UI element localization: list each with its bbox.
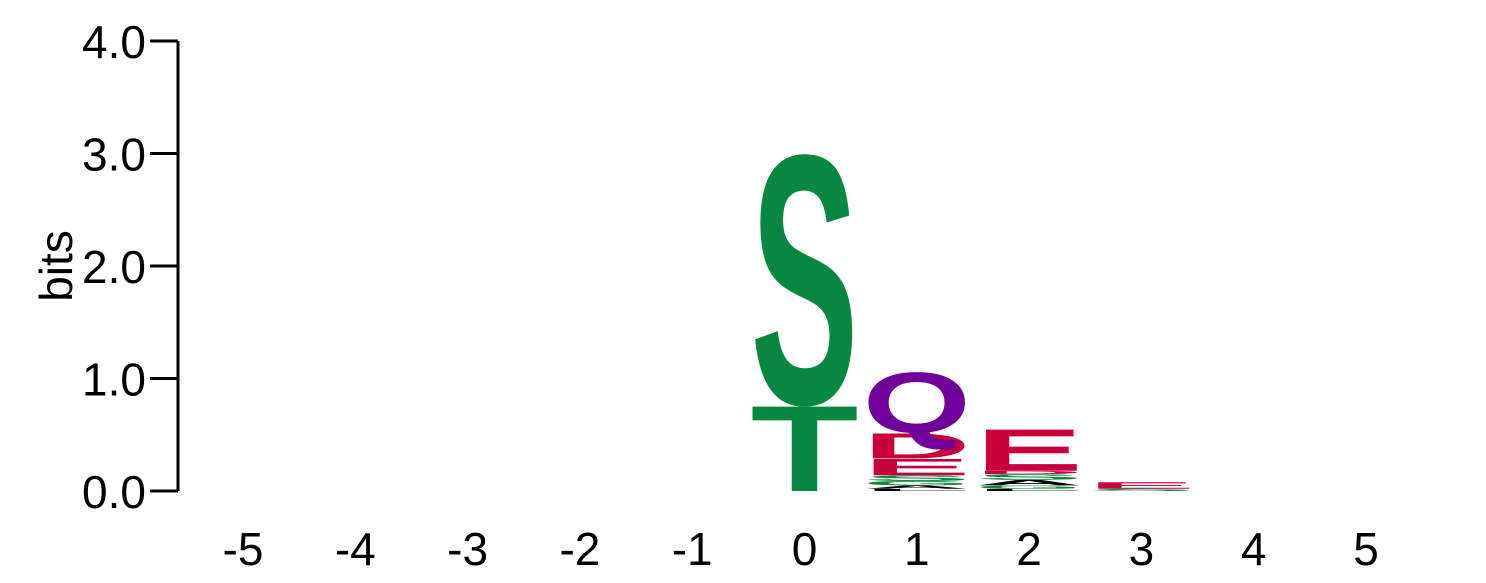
x-ticks: -5 -4 -3 -2 -1 0 1 2 3 4 5 (223, 523, 1379, 575)
x-tick-label: -2 (559, 523, 600, 575)
logo-letter-E-pos-1: E (863, 454, 971, 480)
logo-letter-L-pos-1: L (863, 488, 971, 491)
logo-letter-D-pos-2: D (975, 470, 1083, 475)
y-tick-label: 0.0 (82, 466, 146, 518)
x-tick-label: 0 (792, 523, 818, 575)
logo-letter-S-pos-3: S (1087, 488, 1195, 492)
y-axis: 0.0 1.0 2.0 3.0 4.0 (82, 16, 180, 518)
x-tick-label: 5 (1353, 523, 1379, 575)
y-axis-title: bits (30, 230, 82, 302)
y-tick-label: 3.0 (82, 129, 146, 181)
x-tick-label: 2 (1016, 523, 1042, 575)
x-tick-label: -3 (447, 523, 488, 575)
logo-letter-glyph: S (863, 474, 971, 483)
logo-letter-glyph: E (975, 417, 1083, 484)
logo-letter-glyph: L (863, 488, 971, 491)
logo-letter-glyph: D (863, 426, 971, 466)
x-tick-label: 1 (904, 523, 930, 575)
logo-letter-A-pos-2: A (975, 478, 1083, 487)
logo-letter-glyph: S (1087, 488, 1195, 492)
logo-letter-T-pos-0: T (751, 381, 859, 518)
logo-letter-glyph: E (863, 454, 971, 480)
logo-letter-A-pos-1: A (863, 485, 971, 490)
logo-letter-E-pos-2: E (975, 417, 1083, 484)
x-tick-label: -5 (223, 523, 264, 575)
y-tick-label: 2.0 (82, 241, 146, 293)
y-tick-label: 4.0 (82, 16, 146, 68)
logo-letter-S-pos-0: S (750, 80, 858, 479)
logo-letter-E-pos-3: E (1087, 480, 1195, 491)
x-tick-label: -4 (335, 523, 376, 575)
logo-letter-glyph: D (975, 470, 1083, 475)
logo-letter-glyph: A (863, 485, 971, 490)
y-ticks: 0.0 1.0 2.0 3.0 4.0 (82, 16, 178, 518)
logo-letter-S-pos-2: S (975, 473, 1083, 482)
logo-letter-S-pos-1: S (863, 474, 971, 483)
logo-letter-glyph: G (863, 480, 971, 487)
logo-letter-glyph: T (751, 381, 859, 518)
logo-letter-glyph: S (750, 80, 858, 479)
y-tick-label: 1.0 (82, 354, 146, 406)
logo-letter-glyph: G (975, 484, 1083, 489)
logo-letter-glyph: A (975, 478, 1083, 487)
logo-letter-glyph: E (1087, 480, 1195, 491)
logo-letter-D-pos-1: D (863, 426, 971, 466)
logo-letter-G-pos-2: G (975, 484, 1083, 489)
logo-letter-glyph: L (975, 488, 1083, 491)
logo-letter-G-pos-1: G (863, 480, 971, 487)
x-tick-label: -1 (672, 523, 713, 575)
logo-letter-Q-pos-1: Q (863, 354, 971, 451)
logo-letter-glyph: S (975, 473, 1083, 482)
logo-letter-glyph: Q (863, 354, 971, 451)
x-tick-label: 3 (1129, 523, 1155, 575)
x-tick-label: 4 (1241, 523, 1267, 575)
logo-letter-L-pos-2: L (975, 488, 1083, 491)
